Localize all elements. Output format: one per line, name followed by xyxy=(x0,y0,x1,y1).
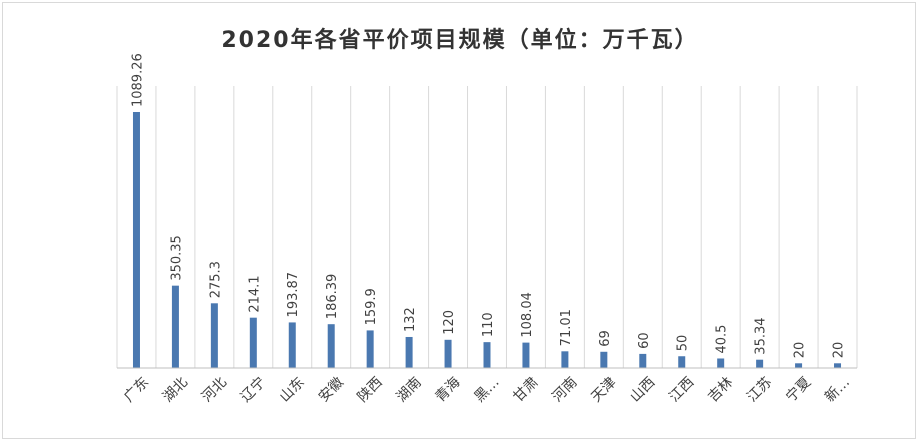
category-tick-label: 吉林 xyxy=(705,374,736,405)
data-label: 1089.26 xyxy=(130,53,145,107)
data-label: 132 xyxy=(403,307,418,332)
data-label: 193.87 xyxy=(286,272,301,318)
bar xyxy=(366,330,374,368)
data-label: 159.9 xyxy=(364,288,379,325)
category-tick-label: 江苏 xyxy=(744,374,775,405)
data-label: 35.34 xyxy=(754,317,769,354)
category-tick-label: 陕西 xyxy=(355,374,386,405)
category-tick-label: 安徽 xyxy=(316,374,347,405)
chart-title: 2020年各省平价项目规模（单位：万千瓦） xyxy=(221,28,699,53)
data-label: 214.1 xyxy=(247,275,262,312)
data-label: 275.3 xyxy=(208,261,223,298)
category-tick-label: 河北 xyxy=(199,374,230,405)
bar xyxy=(522,342,530,368)
category-tick-label: 湖南 xyxy=(394,374,425,405)
gridlines xyxy=(116,86,858,368)
category-tick-label: 山西 xyxy=(627,374,658,405)
data-label: 20 xyxy=(793,342,808,359)
data-label: 60 xyxy=(637,332,652,349)
data-label: 186.39 xyxy=(325,274,340,320)
bar xyxy=(600,351,608,368)
bar xyxy=(639,353,647,368)
bar xyxy=(483,342,491,368)
bar xyxy=(561,351,569,368)
data-label: 50 xyxy=(676,335,691,352)
category-tick-label: 甘肃 xyxy=(510,374,541,405)
bar xyxy=(405,336,413,368)
bar xyxy=(210,303,218,368)
category-tick-label: 新… xyxy=(822,374,853,405)
bar xyxy=(132,112,140,368)
data-label: 350.35 xyxy=(169,235,184,281)
category-tick-label: 辽宁 xyxy=(237,374,269,406)
bar xyxy=(444,339,452,368)
category-tick-label: 山东 xyxy=(277,374,308,405)
category-tick-label: 宁夏 xyxy=(782,374,814,406)
data-label: 20 xyxy=(832,342,847,359)
bar xyxy=(171,285,179,368)
category-tick-label: 广东 xyxy=(121,374,152,405)
category-tick-label: 湖北 xyxy=(160,374,191,405)
bars xyxy=(132,112,842,368)
data-label: 40.5 xyxy=(715,325,730,354)
category-tick-label: 黑… xyxy=(471,374,502,405)
category-tick-label: 天津 xyxy=(588,374,619,405)
bar xyxy=(327,324,335,368)
bar xyxy=(717,358,725,368)
category-tick-labels: 广东 湖北 河北 辽宁 山东 安徽 陕西 湖南 青海 黑… 甘肃 河南 天津 山西 江西 吉林 江苏 宁夏 新… xyxy=(121,374,853,406)
data-labels: 1089.26 350.35 275.3 214.1 193.87 186.39 159.9… xyxy=(130,53,846,358)
bar xyxy=(249,317,257,368)
category-tick-label: 青海 xyxy=(433,374,464,405)
bar xyxy=(834,363,842,368)
bar xyxy=(756,359,764,368)
data-label: 108.04 xyxy=(520,292,535,338)
data-label: 120 xyxy=(442,310,457,335)
bar xyxy=(288,322,296,368)
data-label: 69 xyxy=(598,330,613,347)
bar xyxy=(678,356,686,368)
bar xyxy=(795,363,803,368)
data-label: 110 xyxy=(481,312,496,337)
category-tick-label: 河南 xyxy=(549,374,580,405)
category-tick-label: 江西 xyxy=(666,374,697,405)
data-label: 71.01 xyxy=(559,309,574,346)
